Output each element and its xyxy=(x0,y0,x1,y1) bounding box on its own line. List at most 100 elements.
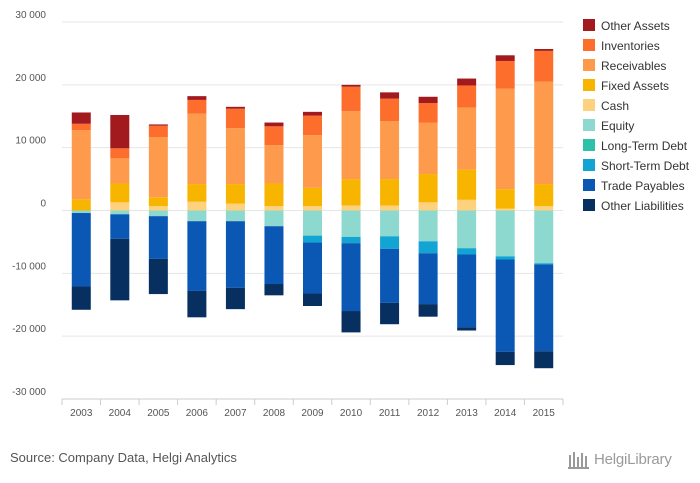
bar-segment-trade-payables[interactable] xyxy=(225,221,245,288)
bar-segment-cash[interactable] xyxy=(303,206,322,211)
bar-segment-receivables[interactable] xyxy=(264,145,284,184)
bar-segment-receivables[interactable] xyxy=(534,81,554,185)
bar-segment-trade-payables[interactable] xyxy=(380,248,400,303)
legend-label[interactable]: Receivables xyxy=(601,59,666,73)
bar-segment-trade-payables[interactable] xyxy=(495,259,515,352)
bar-segment-receivables[interactable] xyxy=(341,111,361,180)
bar-segment-other-assets[interactable] xyxy=(457,78,477,86)
bar-segment-fixed-assets[interactable] xyxy=(264,183,284,207)
bar-segment-fixed-assets[interactable] xyxy=(225,184,245,204)
bar-segment-equity[interactable] xyxy=(264,210,284,227)
bar-segment-trade-payables[interactable] xyxy=(457,254,477,328)
bar-segment-inventories[interactable] xyxy=(148,125,168,137)
bar-segment-cash[interactable] xyxy=(457,199,477,211)
bar-segment-inventories[interactable] xyxy=(495,60,515,89)
bar-segment-short-term-debt[interactable] xyxy=(303,235,322,243)
bar-segment-fixed-assets[interactable] xyxy=(495,189,515,209)
bar-segment-inventories[interactable] xyxy=(341,86,361,112)
bar-segment-other-assets[interactable] xyxy=(495,55,515,61)
bar-segment-cash[interactable] xyxy=(380,205,400,211)
bar-segment-inventories[interactable] xyxy=(303,115,322,136)
bar-segment-inventories[interactable] xyxy=(71,123,91,131)
bar-segment-trade-payables[interactable] xyxy=(187,221,207,291)
bar-segment-trade-payables[interactable] xyxy=(110,214,130,239)
legend-label[interactable]: Other Assets xyxy=(601,19,670,33)
bar-segment-receivables[interactable] xyxy=(110,158,130,184)
bar-segment-cash[interactable] xyxy=(534,206,554,211)
bar-segment-trade-payables[interactable] xyxy=(303,242,322,294)
bar-segment-cash[interactable] xyxy=(264,206,284,211)
bar-segment-equity[interactable] xyxy=(534,210,554,264)
bar-segment-short-term-debt[interactable] xyxy=(495,256,515,260)
bar-segment-trade-payables[interactable] xyxy=(148,216,168,259)
legend-label[interactable]: Other Liabilities xyxy=(601,199,684,213)
bar-segment-equity[interactable] xyxy=(110,210,130,215)
bar-segment-receivables[interactable] xyxy=(495,88,515,190)
helgi-library-logo[interactable]: HelgiLibrary xyxy=(568,448,692,470)
bar-segment-fixed-assets[interactable] xyxy=(534,184,554,207)
bar-segment-receivables[interactable] xyxy=(71,130,91,200)
bar-segment-fixed-assets[interactable] xyxy=(71,199,91,211)
legend-label[interactable]: Trade Payables xyxy=(601,179,685,193)
legend-label[interactable]: Fixed Assets xyxy=(601,79,669,93)
bar-segment-equity[interactable] xyxy=(148,210,168,217)
bar-segment-equity[interactable] xyxy=(187,210,207,222)
bar-segment-other-assets[interactable] xyxy=(148,124,168,126)
bar-segment-other-assets[interactable] xyxy=(225,106,245,109)
bar-segment-other-assets[interactable] xyxy=(341,84,361,87)
bar-segment-inventories[interactable] xyxy=(380,98,400,122)
bar-segment-other-assets[interactable] xyxy=(534,49,554,51)
bar-segment-inventories[interactable] xyxy=(110,148,130,159)
bar-segment-other-assets[interactable] xyxy=(264,122,284,127)
bar-segment-receivables[interactable] xyxy=(225,128,245,185)
bar-segment-receivables[interactable] xyxy=(187,113,207,185)
bar-segment-equity[interactable] xyxy=(380,210,400,237)
bar-segment-short-term-debt[interactable] xyxy=(418,241,438,254)
bar-segment-trade-payables[interactable] xyxy=(418,253,438,305)
bar-segment-cash[interactable] xyxy=(495,208,515,211)
bar-segment-short-term-debt[interactable] xyxy=(341,236,361,244)
bar-segment-other-liabilities[interactable] xyxy=(187,290,207,318)
bar-segment-trade-payables[interactable] xyxy=(534,264,554,352)
bar-segment-inventories[interactable] xyxy=(264,126,284,146)
bar-segment-equity[interactable] xyxy=(303,210,322,236)
bar-segment-other-liabilities[interactable] xyxy=(71,286,91,310)
bar-segment-other-assets[interactable] xyxy=(187,96,207,100)
bar-segment-inventories[interactable] xyxy=(534,50,554,82)
bar-segment-other-liabilities[interactable] xyxy=(534,351,554,369)
bar-segment-receivables[interactable] xyxy=(303,135,322,188)
bar-segment-trade-payables[interactable] xyxy=(341,243,361,312)
bar-segment-trade-payables[interactable] xyxy=(264,226,284,285)
bar-segment-cash[interactable] xyxy=(341,205,361,211)
bar-segment-receivables[interactable] xyxy=(457,107,477,170)
bar-segment-equity[interactable] xyxy=(71,210,91,214)
bar-segment-receivables[interactable] xyxy=(148,136,168,198)
bar-segment-inventories[interactable] xyxy=(418,103,438,123)
bar-segment-fixed-assets[interactable] xyxy=(380,179,400,206)
bar-segment-other-assets[interactable] xyxy=(110,114,130,149)
bar-segment-short-term-debt[interactable] xyxy=(534,263,554,265)
legend-label[interactable]: Cash xyxy=(601,99,629,113)
legend-label[interactable]: Inventories xyxy=(601,39,660,53)
bar-segment-fixed-assets[interactable] xyxy=(110,183,130,203)
bar-segment-inventories[interactable] xyxy=(187,99,207,114)
bar-segment-equity[interactable] xyxy=(418,210,438,242)
bar-segment-fixed-assets[interactable] xyxy=(148,197,168,207)
bar-segment-other-assets[interactable] xyxy=(71,112,91,124)
bar-segment-cash[interactable] xyxy=(187,201,207,211)
bar-segment-trade-payables[interactable] xyxy=(71,213,91,287)
bar-segment-short-term-debt[interactable] xyxy=(380,236,400,249)
bar-segment-other-assets[interactable] xyxy=(303,111,322,116)
bar-segment-receivables[interactable] xyxy=(380,121,400,180)
bar-segment-receivables[interactable] xyxy=(418,122,438,175)
bar-segment-other-liabilities[interactable] xyxy=(495,351,515,366)
bar-segment-other-liabilities[interactable] xyxy=(110,238,130,301)
bar-segment-cash[interactable] xyxy=(110,202,130,211)
legend-label[interactable]: Equity xyxy=(601,119,634,133)
bar-segment-cash[interactable] xyxy=(225,203,245,211)
legend-label[interactable]: Long-Term Debt xyxy=(601,139,688,153)
bar-segment-cash[interactable] xyxy=(148,206,168,211)
bar-segment-other-liabilities[interactable] xyxy=(380,302,400,325)
bar-segment-other-liabilities[interactable] xyxy=(457,327,477,331)
bar-segment-other-liabilities[interactable] xyxy=(418,304,438,317)
